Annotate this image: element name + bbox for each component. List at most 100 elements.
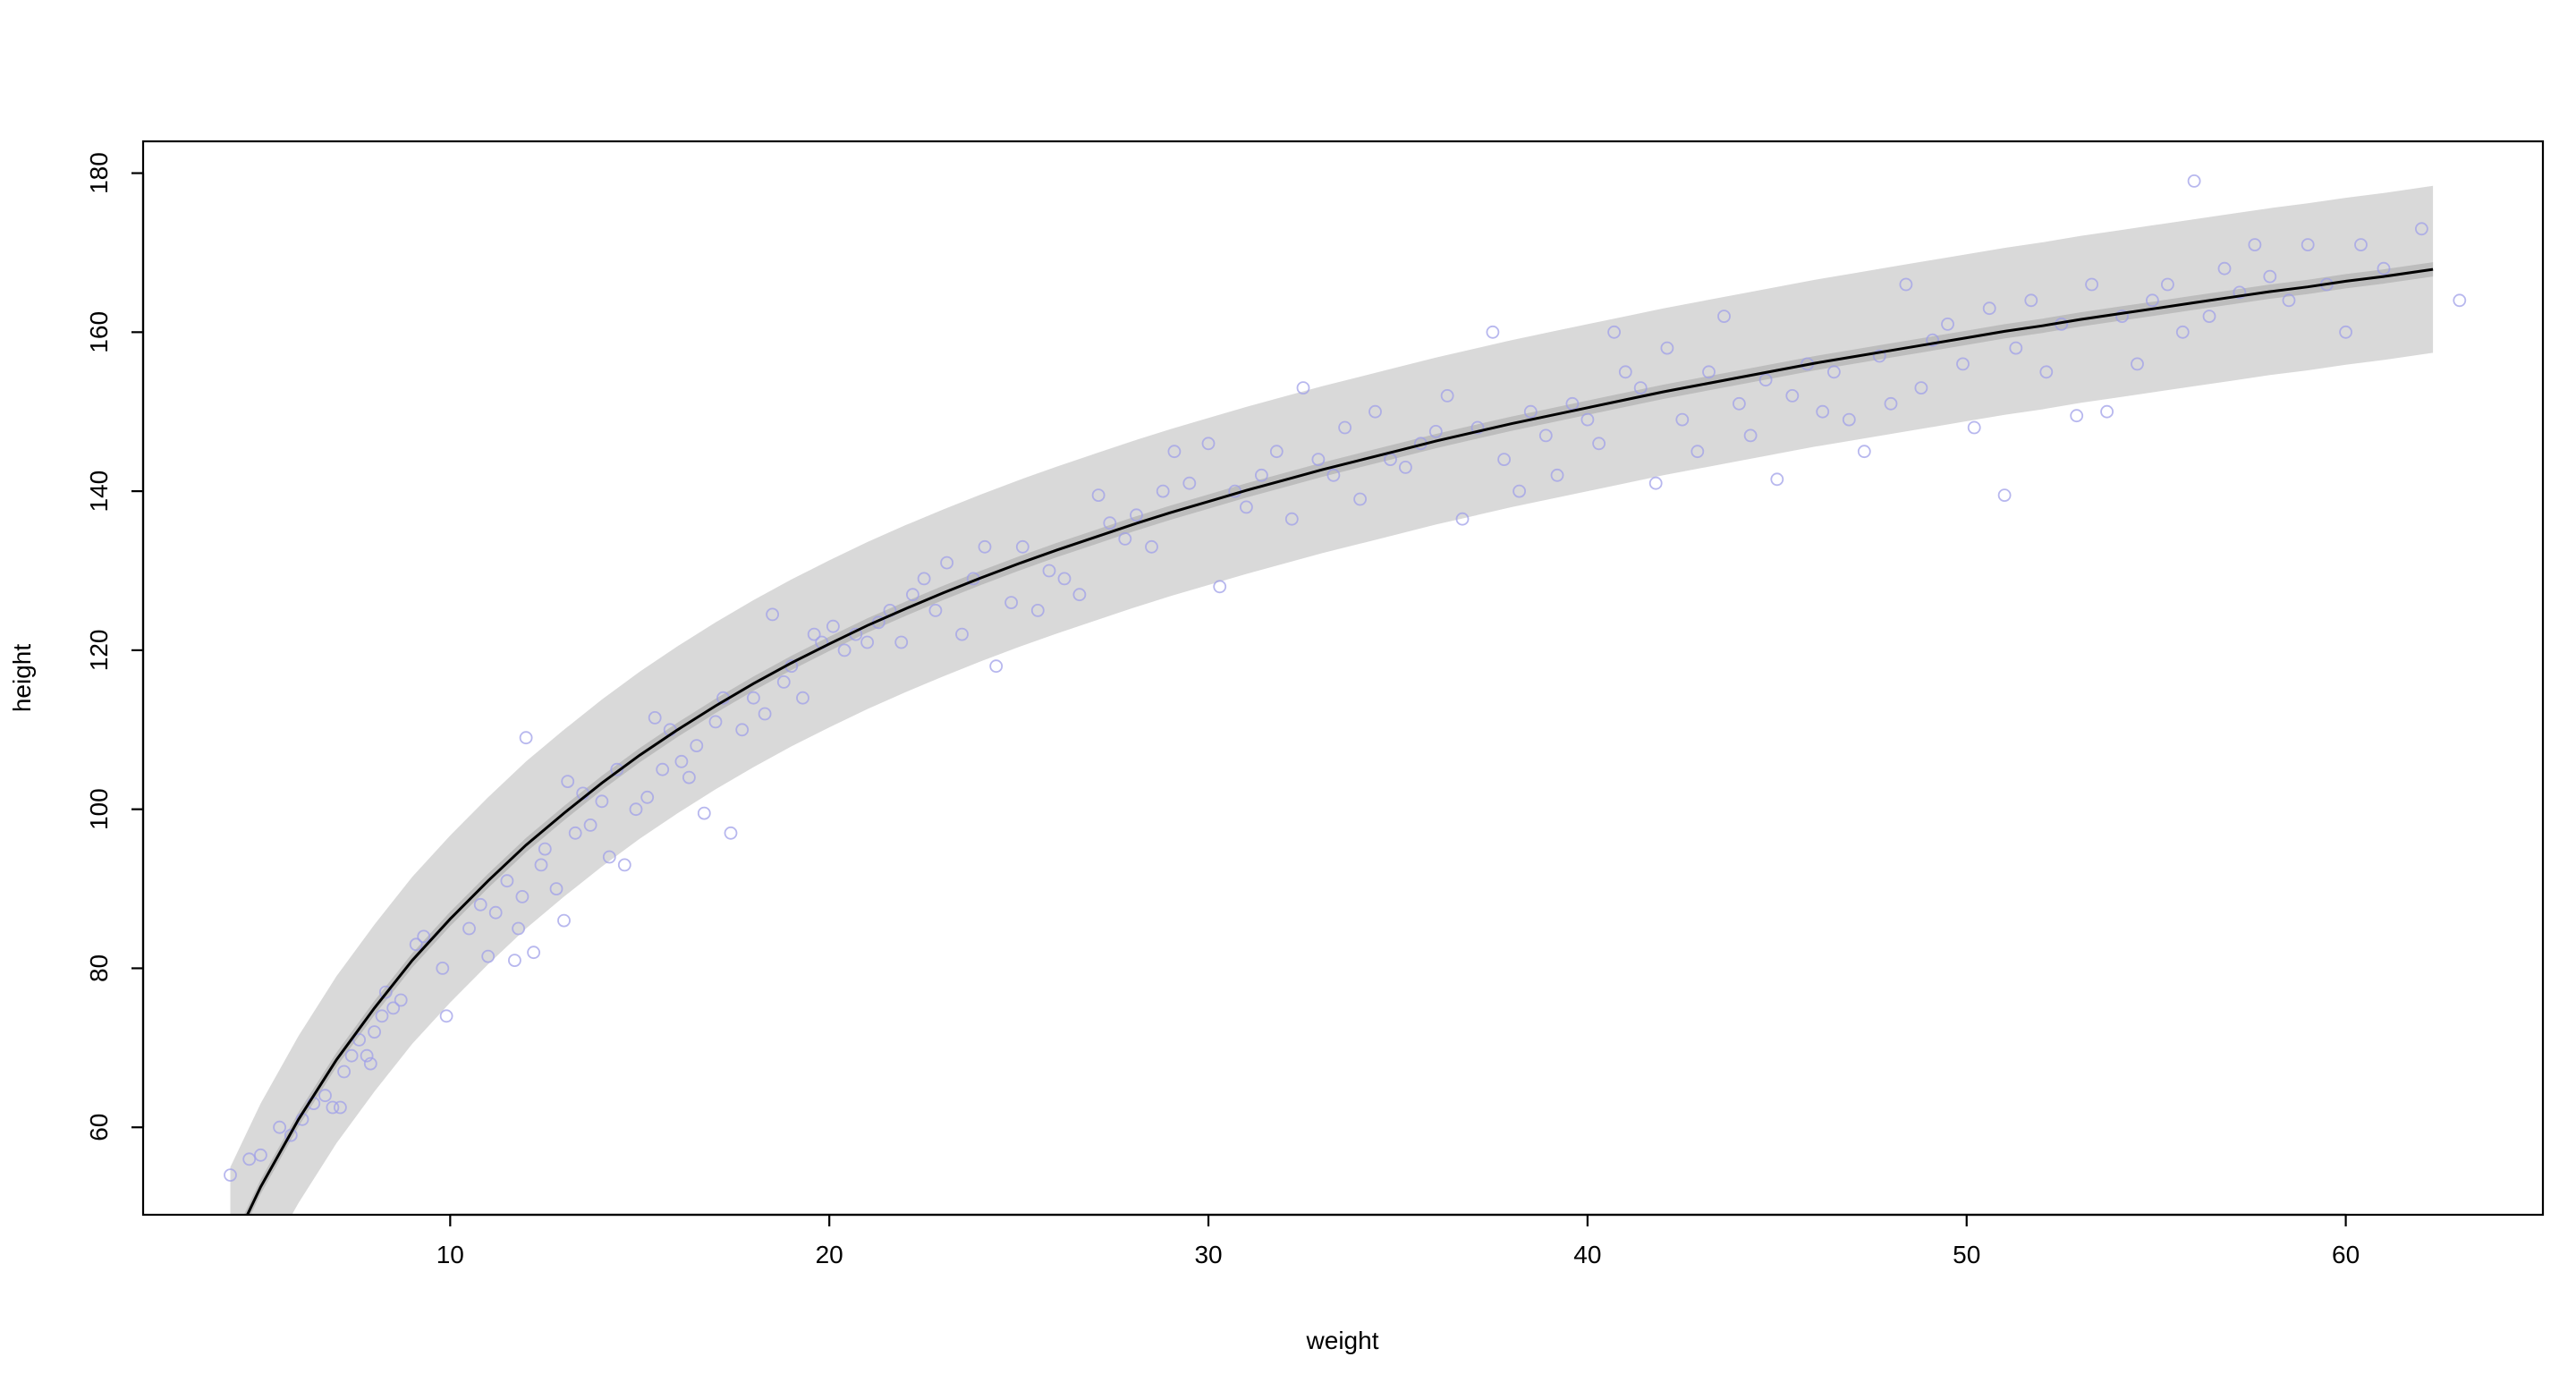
data-point [602, 850, 616, 864]
data-point [508, 954, 521, 967]
data-point [2100, 404, 2114, 419]
data-point [1030, 604, 1045, 617]
data-point [515, 890, 530, 903]
data-point [1130, 508, 1143, 522]
data-point [2354, 238, 2368, 252]
data-point [2217, 261, 2232, 276]
data-point [2009, 341, 2023, 355]
data-point [1004, 596, 1018, 609]
data-point [1255, 468, 1268, 482]
data-point [436, 962, 450, 975]
data-point [1884, 396, 1898, 411]
data-point [2202, 310, 2216, 324]
data-point [1167, 445, 1182, 459]
data-point [519, 731, 533, 745]
y-tick-label: 180 [85, 152, 113, 194]
data-point [776, 675, 791, 689]
x-tick-label: 40 [1573, 1241, 1601, 1268]
data-point [1982, 301, 1996, 316]
data-point [2233, 285, 2247, 300]
x-tick-label: 30 [1194, 1241, 1222, 1268]
data-point [1660, 341, 1674, 355]
data-point [1899, 277, 1913, 292]
data-point [617, 858, 631, 872]
data-point [337, 1064, 352, 1079]
data-point [1240, 500, 1253, 514]
data-point [2301, 238, 2315, 252]
data-point [1785, 388, 1800, 403]
data-point [1607, 325, 1621, 339]
data-point [1311, 453, 1326, 466]
data-point [253, 1148, 267, 1162]
data-point [1269, 445, 1284, 459]
data-point [1326, 468, 1341, 482]
data-point [807, 627, 821, 641]
data-point [488, 905, 503, 920]
data-point [439, 1009, 453, 1023]
y-tick-label: 120 [85, 630, 113, 672]
data-point [2085, 277, 2099, 292]
data-point [1428, 424, 1443, 438]
data-point [1633, 381, 1648, 395]
data-point [928, 604, 943, 617]
data-point [1733, 396, 1746, 411]
data-point [1941, 317, 1954, 331]
data-point [766, 607, 779, 622]
data-point [1926, 333, 1940, 347]
y-axis-title: height [8, 644, 36, 713]
mean-line [245, 267, 2434, 1215]
data-point [1857, 445, 1871, 459]
data-point [1182, 476, 1197, 490]
data-point [1368, 404, 1382, 419]
data-point [610, 762, 624, 776]
data-point [1145, 539, 1158, 554]
prediction-interval-layer [230, 185, 2434, 1215]
data-point [409, 937, 423, 952]
data-point [640, 790, 655, 804]
x-tick-label: 10 [436, 1241, 464, 1268]
data-point [534, 858, 548, 872]
data-point [2131, 357, 2144, 371]
y-tick-label: 100 [85, 788, 113, 830]
data-point [656, 762, 670, 776]
data-point [1072, 588, 1087, 602]
y-tick-label: 60 [85, 1114, 113, 1141]
data-point [368, 1025, 382, 1039]
data-point [2145, 293, 2159, 308]
data-point [1042, 564, 1056, 578]
data-point [2414, 222, 2428, 236]
data-point [1103, 516, 1117, 530]
data-point [284, 1128, 298, 1142]
data-point [1201, 437, 1216, 451]
data-point [724, 826, 738, 840]
data-point [1872, 349, 1886, 363]
data-point [273, 1120, 287, 1134]
data-point [1523, 404, 1538, 419]
data-point [1538, 428, 1553, 443]
data-point [1758, 373, 1773, 387]
x-tick-label: 50 [1953, 1241, 1980, 1268]
data-point [796, 691, 809, 705]
data-point [1470, 420, 1485, 435]
data-point [1156, 484, 1170, 498]
data-point [417, 929, 431, 944]
data-point [378, 985, 393, 999]
data-point [242, 1152, 257, 1166]
data-point [481, 949, 496, 963]
data-point [333, 1100, 347, 1115]
data-point [682, 770, 696, 785]
data-point [2187, 174, 2201, 188]
data-point [2339, 325, 2353, 339]
data-point [1353, 492, 1367, 506]
data-point [1770, 472, 1784, 487]
y-tick-label: 160 [85, 311, 113, 353]
x-axis-title: weight [1306, 1327, 1379, 1354]
data-point [527, 946, 540, 960]
data-point [549, 882, 564, 895]
y-tick-label: 80 [85, 954, 113, 982]
data-point [473, 897, 487, 912]
data-point [1513, 484, 1526, 498]
data-point [1816, 404, 1830, 419]
data-point [1440, 388, 1454, 403]
